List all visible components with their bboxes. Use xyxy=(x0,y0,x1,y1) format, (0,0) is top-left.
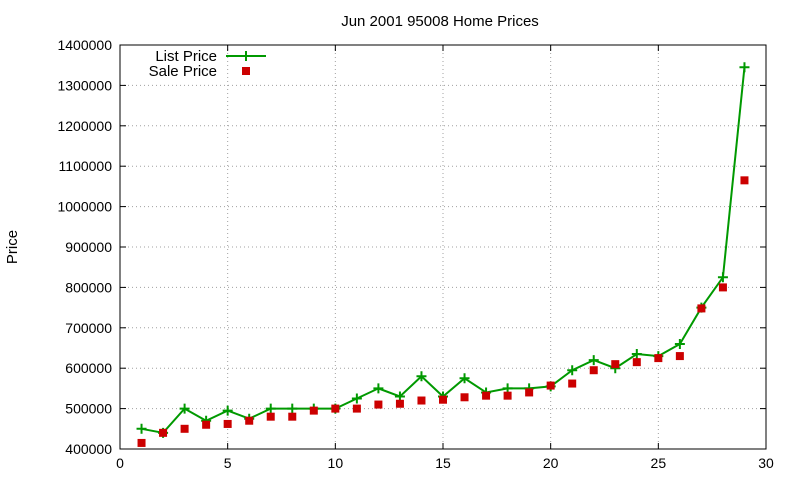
list-price-point xyxy=(373,383,384,394)
sale-price-point xyxy=(546,381,555,390)
series-marks xyxy=(136,62,750,447)
sale-price-point xyxy=(439,395,447,404)
x-tick-label: 25 xyxy=(651,455,667,471)
x-tick-label: 15 xyxy=(435,455,451,471)
list-price-point xyxy=(416,371,427,382)
sale-price-point xyxy=(202,420,211,429)
y-tick-label: 600000 xyxy=(65,360,112,376)
y-tick-label: 1300000 xyxy=(57,77,112,93)
sale-price-point xyxy=(675,352,684,361)
y-tick-label: 1000000 xyxy=(57,199,112,215)
sale-price-point xyxy=(611,360,620,369)
legend: List Price Sale Price xyxy=(149,48,266,80)
sale-price-point xyxy=(352,404,361,413)
list-price-point xyxy=(265,403,276,414)
sale-price-point xyxy=(223,419,232,428)
list-price-point xyxy=(588,355,599,366)
sale-price-point xyxy=(482,391,491,400)
sale-price-point xyxy=(718,283,727,292)
grid xyxy=(120,45,766,449)
sale-price-point xyxy=(460,393,469,402)
sale-price-point xyxy=(331,404,340,413)
list-price-point xyxy=(674,338,685,349)
y-tick-label: 900000 xyxy=(65,239,112,255)
sale-price-point xyxy=(374,400,383,409)
list-price-point xyxy=(136,423,147,434)
x-tick-label: 5 xyxy=(224,455,232,471)
y-axis-label: Price xyxy=(4,230,21,264)
axis-ticks: 400000 500000 600000 700000 800000 900000 1000… xyxy=(57,37,774,471)
y-tick-label: 700000 xyxy=(65,320,112,336)
sale-price-point xyxy=(180,424,189,433)
legend-label-sale-price: Sale Price xyxy=(149,63,217,80)
sale-price-point xyxy=(159,428,168,437)
y-tick-label: 500000 xyxy=(65,401,112,417)
list-price-point xyxy=(739,62,750,73)
list-price-point xyxy=(351,393,362,404)
x-tick-label: 30 xyxy=(758,455,774,471)
sale-price-point xyxy=(503,391,512,400)
sale-price-point xyxy=(288,412,297,421)
sale-price-point xyxy=(632,358,641,367)
plot-frame xyxy=(119,44,767,450)
sale-price-point xyxy=(266,412,275,421)
list-price-point xyxy=(179,403,190,414)
y-tick-label: 1100000 xyxy=(59,158,113,174)
chart-title: Jun 2001 95008 Home Prices xyxy=(341,13,539,30)
list-price-point xyxy=(631,349,642,360)
legend-marker-sale-price xyxy=(242,67,250,75)
sale-price-point xyxy=(568,379,577,388)
sale-price-point xyxy=(589,366,598,375)
sale-price-point xyxy=(245,416,254,425)
x-tick-label: 10 xyxy=(328,455,344,471)
sale-price-point xyxy=(654,354,663,363)
y-tick-label: 400000 xyxy=(65,441,112,457)
sale-price-point xyxy=(309,406,318,415)
list-price-point xyxy=(459,373,470,384)
sale-price-point xyxy=(740,176,749,185)
y-tick-label: 800000 xyxy=(65,279,112,295)
sale-price-point xyxy=(137,438,146,447)
x-tick-label: 20 xyxy=(543,455,559,471)
sale-price-point xyxy=(395,399,404,408)
legend-label-list-price: List Price xyxy=(155,48,217,65)
list-price-point xyxy=(222,405,233,416)
x-tick-label: 0 xyxy=(116,455,124,471)
sale-price-point xyxy=(417,396,426,405)
sale-price-point xyxy=(525,388,534,397)
sale-price-point xyxy=(697,304,706,313)
list-price-point xyxy=(287,403,298,414)
y-tick-label: 1400000 xyxy=(57,37,112,53)
legend-marker-list-price xyxy=(241,51,251,61)
list-price-point xyxy=(567,365,578,376)
y-tick-label: 1200000 xyxy=(57,118,112,134)
list-price-point xyxy=(717,272,728,283)
